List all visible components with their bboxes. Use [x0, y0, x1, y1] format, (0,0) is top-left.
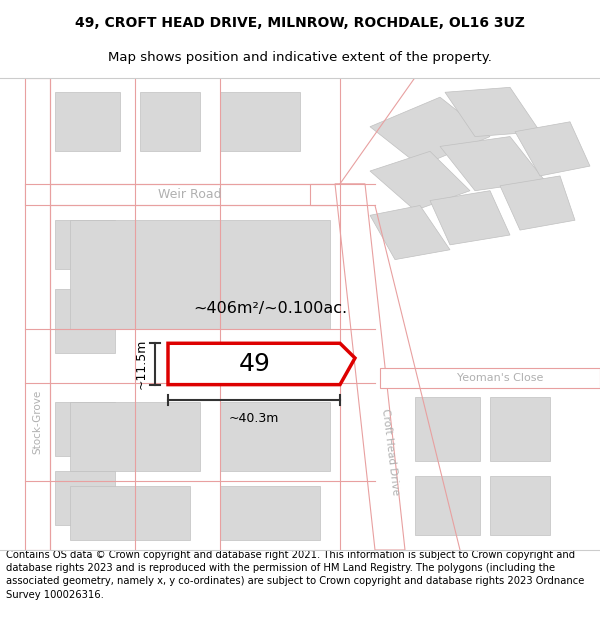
Polygon shape [220, 402, 330, 471]
Polygon shape [500, 176, 575, 230]
Polygon shape [335, 184, 405, 550]
Polygon shape [220, 486, 320, 540]
Text: Map shows position and indicative extent of the property.: Map shows position and indicative extent… [108, 51, 492, 64]
Polygon shape [515, 122, 590, 176]
Text: Contains OS data © Crown copyright and database right 2021. This information is : Contains OS data © Crown copyright and d… [6, 550, 584, 599]
Text: Yeoman's Close: Yeoman's Close [457, 372, 543, 382]
Text: ~40.3m: ~40.3m [229, 412, 279, 425]
Polygon shape [370, 151, 470, 211]
Text: Stock-Grove: Stock-Grove [32, 390, 42, 454]
Text: ~11.5m: ~11.5m [135, 339, 148, 389]
Polygon shape [490, 476, 550, 535]
Text: Weir Road: Weir Road [158, 188, 222, 201]
Polygon shape [415, 398, 480, 461]
Polygon shape [370, 97, 490, 166]
Polygon shape [55, 92, 120, 151]
Polygon shape [70, 486, 190, 540]
Polygon shape [440, 136, 545, 191]
Text: 49: 49 [239, 352, 271, 376]
Text: Croft Head Drive: Croft Head Drive [380, 408, 400, 496]
Polygon shape [415, 476, 480, 535]
Polygon shape [140, 92, 200, 151]
Polygon shape [55, 289, 115, 353]
Polygon shape [490, 398, 550, 461]
Polygon shape [430, 191, 510, 245]
Polygon shape [70, 220, 330, 329]
Text: ~406m²/~0.100ac.: ~406m²/~0.100ac. [193, 301, 347, 316]
Polygon shape [370, 206, 450, 259]
Polygon shape [445, 88, 540, 136]
Polygon shape [220, 92, 300, 151]
Polygon shape [380, 368, 600, 388]
Polygon shape [55, 402, 115, 456]
Polygon shape [310, 184, 360, 206]
Polygon shape [168, 343, 355, 384]
Polygon shape [25, 78, 50, 550]
Polygon shape [70, 402, 200, 471]
Text: 49, CROFT HEAD DRIVE, MILNROW, ROCHDALE, OL16 3UZ: 49, CROFT HEAD DRIVE, MILNROW, ROCHDALE,… [75, 16, 525, 30]
Polygon shape [25, 184, 340, 206]
Polygon shape [55, 471, 115, 526]
Polygon shape [55, 220, 115, 269]
